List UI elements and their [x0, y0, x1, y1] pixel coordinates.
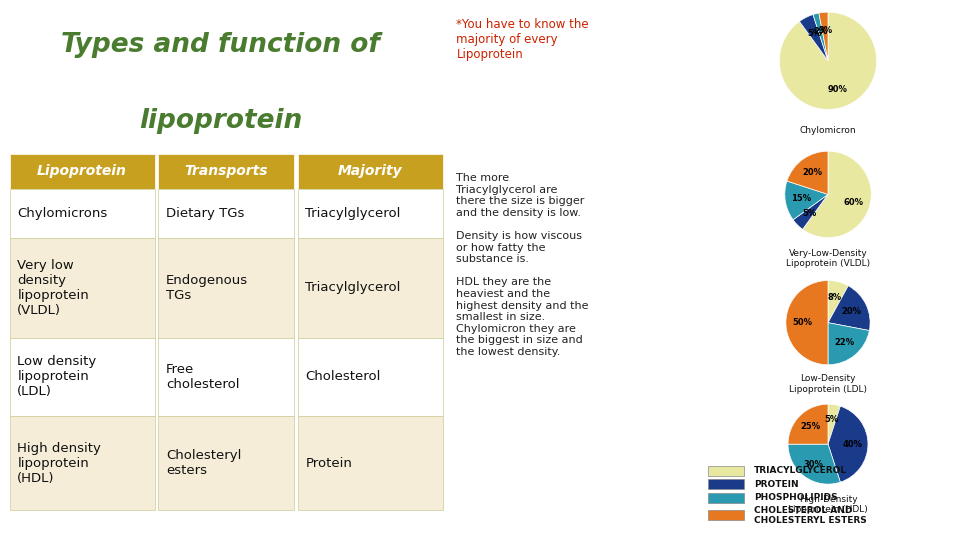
Wedge shape	[787, 151, 828, 194]
Wedge shape	[828, 322, 870, 365]
Bar	[10, 154, 155, 189]
Text: 5%: 5%	[825, 415, 839, 424]
Text: Triacylglycerol: Triacylglycerol	[305, 207, 400, 220]
Text: High-Density
Lipoprotein (HDL): High-Density Lipoprotein (HDL)	[788, 495, 868, 514]
Bar	[10, 416, 155, 510]
Bar	[708, 493, 744, 503]
Text: Chylomicron: Chylomicron	[800, 126, 856, 134]
Text: 2%: 2%	[813, 27, 828, 36]
Bar	[158, 189, 294, 238]
Text: Types and function of: Types and function of	[61, 32, 380, 58]
Text: Low-Density
Lipoprotein (LDL): Low-Density Lipoprotein (LDL)	[789, 374, 867, 394]
Bar	[708, 510, 744, 521]
Bar	[158, 154, 294, 189]
Bar	[10, 238, 155, 338]
Text: 30%: 30%	[804, 460, 824, 469]
Text: 90%: 90%	[828, 85, 848, 94]
Wedge shape	[800, 15, 828, 60]
Wedge shape	[819, 12, 828, 60]
Wedge shape	[786, 280, 828, 365]
Text: Free
cholesterol: Free cholesterol	[166, 363, 240, 390]
Wedge shape	[803, 151, 871, 238]
Wedge shape	[793, 194, 828, 230]
Bar	[298, 416, 443, 510]
Text: *You have to know the
majority of every
Lipoprotein: *You have to know the majority of every …	[456, 18, 589, 61]
Text: 15%: 15%	[791, 194, 811, 203]
Text: 25%: 25%	[801, 422, 821, 431]
Bar	[158, 416, 294, 510]
Wedge shape	[780, 12, 876, 109]
Text: Majority: Majority	[338, 165, 402, 178]
Bar	[298, 238, 443, 338]
Text: Cholesterol: Cholesterol	[305, 370, 381, 383]
Text: 60%: 60%	[844, 198, 863, 207]
Bar	[298, 154, 443, 189]
Text: 20%: 20%	[803, 168, 823, 177]
Bar	[708, 465, 744, 476]
Bar	[708, 480, 744, 489]
Text: The more
Triacylglycerol are
there the size is bigger
and the density is low.

D: The more Triacylglycerol are there the s…	[456, 173, 588, 357]
Text: Low density
lipoprotein
(LDL): Low density lipoprotein (LDL)	[17, 355, 97, 398]
Text: 50%: 50%	[792, 318, 812, 327]
Text: 40%: 40%	[843, 440, 863, 449]
Wedge shape	[828, 286, 870, 330]
Text: Very low
density
lipoprotein
(VLDL): Very low density lipoprotein (VLDL)	[17, 259, 89, 316]
Text: Cholesteryl
esters: Cholesteryl esters	[166, 449, 242, 477]
Text: Triacylglycerol: Triacylglycerol	[305, 281, 400, 294]
Text: CHOLESTEROL AND
CHOLESTERYL ESTERS: CHOLESTEROL AND CHOLESTERYL ESTERS	[755, 505, 867, 525]
Text: PROTEIN: PROTEIN	[755, 480, 799, 489]
Bar	[10, 338, 155, 416]
Text: PHOSPHOLIPIDS: PHOSPHOLIPIDS	[755, 494, 838, 502]
Text: Lipoprotein: Lipoprotein	[37, 165, 127, 178]
Text: 8%: 8%	[828, 293, 842, 302]
Wedge shape	[813, 13, 828, 60]
Text: Dietary TGs: Dietary TGs	[166, 207, 245, 220]
Text: TRIACYLGLYCEROL: TRIACYLGLYCEROL	[755, 466, 848, 475]
Text: 20%: 20%	[842, 307, 862, 316]
Wedge shape	[788, 444, 840, 484]
Bar	[298, 189, 443, 238]
Text: lipoprotein: lipoprotein	[139, 108, 302, 134]
Wedge shape	[785, 181, 828, 220]
Text: 5%: 5%	[807, 29, 822, 38]
Text: Protein: Protein	[305, 456, 352, 470]
Text: Chylomicrons: Chylomicrons	[17, 207, 108, 220]
Text: 3%: 3%	[818, 26, 832, 35]
Text: High density
lipoprotein
(HDL): High density lipoprotein (HDL)	[17, 442, 101, 484]
Text: 22%: 22%	[834, 338, 854, 347]
Bar	[158, 338, 294, 416]
Text: 5%: 5%	[802, 209, 816, 218]
Bar	[158, 238, 294, 338]
Text: Very-Low-Density
Lipoprotein (VLDL): Very-Low-Density Lipoprotein (VLDL)	[786, 249, 870, 268]
Wedge shape	[828, 280, 849, 322]
Bar	[10, 189, 155, 238]
Wedge shape	[828, 404, 840, 444]
Text: Endogenous
TGs: Endogenous TGs	[166, 274, 249, 301]
Wedge shape	[828, 406, 868, 482]
Text: Transports: Transports	[184, 165, 268, 178]
Wedge shape	[788, 404, 828, 444]
Bar	[298, 338, 443, 416]
